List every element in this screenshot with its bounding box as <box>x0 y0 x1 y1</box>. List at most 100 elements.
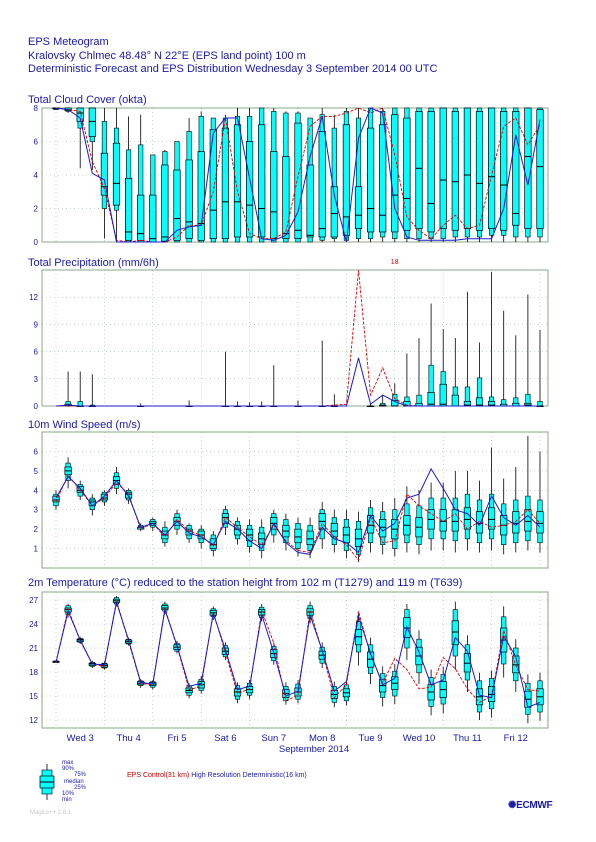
eps-box <box>415 338 423 407</box>
box-25-75 <box>330 186 338 238</box>
box-legend-label: 10% <box>62 791 75 798</box>
eps-box <box>451 470 459 553</box>
eps-box <box>500 310 508 407</box>
eps-box <box>318 108 326 242</box>
box-25-75 <box>209 129 217 239</box>
day-label: Mon 8 <box>309 733 335 744</box>
box-25-75 <box>451 110 459 231</box>
box-25-75 <box>124 491 133 499</box>
eps-box <box>475 107 484 242</box>
box-25-75 <box>88 107 96 137</box>
eps-box <box>379 395 387 407</box>
eps-box <box>379 666 387 707</box>
panel-1: 0 3 6 9 12 Total Precipitation (mm/6h) 18 <box>28 257 549 411</box>
eps-box <box>451 107 459 242</box>
box-25-75 <box>137 194 145 241</box>
eps-box <box>512 466 520 553</box>
box-25-75 <box>536 511 544 534</box>
location-line: Kralovsky Chlmec 48.48° N 22°E (EPS land… <box>28 49 306 62</box>
eps-box <box>415 630 423 684</box>
box-25-75 <box>488 107 496 229</box>
eps-box <box>88 494 96 516</box>
box-10-90 <box>355 117 362 239</box>
forecast-info-line: Deterministic Forecast and EPS Distribut… <box>28 63 438 75</box>
eps-box <box>379 108 387 242</box>
eps-box <box>427 107 435 242</box>
y-tick-label: 12 <box>29 716 38 725</box>
box-25-75 <box>76 107 84 122</box>
eps-box <box>270 365 278 407</box>
panel-frame <box>41 431 549 569</box>
eps-box <box>427 303 435 407</box>
eps-box <box>270 108 278 243</box>
box-25-75 <box>306 530 314 546</box>
box-25-75 <box>294 122 302 239</box>
eps-box <box>282 682 290 705</box>
eps-box <box>342 108 350 242</box>
eps-box <box>318 340 326 407</box>
eps-box <box>500 107 508 242</box>
eps-box <box>512 335 520 407</box>
eps-box <box>282 513 290 551</box>
box-25-75 <box>354 528 363 547</box>
box-25-75 <box>451 620 459 646</box>
eps-box <box>246 519 254 553</box>
box-legend-label: min <box>62 797 72 804</box>
box-25-75 <box>488 507 496 530</box>
eps-box <box>64 107 72 114</box>
eps-box <box>221 114 229 243</box>
eps-box <box>536 672 544 721</box>
y-tick-label: 1 <box>34 545 39 554</box>
eps-box <box>282 111 290 243</box>
eps-box <box>173 509 181 535</box>
box-25-75 <box>112 142 121 206</box>
day-label: Sat 6 <box>214 733 236 744</box>
eps-box <box>112 108 121 242</box>
eps-box <box>439 482 447 551</box>
box-25-75 <box>379 519 387 538</box>
eps-box <box>391 107 399 242</box>
box-10-90 <box>77 401 83 407</box>
eps-box <box>391 664 399 704</box>
box-25-75 <box>185 159 193 240</box>
box-25-75 <box>318 131 326 238</box>
eps-box <box>258 519 266 559</box>
day-label: Wed 10 <box>403 733 436 744</box>
day-label: Sun 7 <box>261 733 286 744</box>
box-25-75 <box>524 509 532 532</box>
eps-box <box>354 511 363 563</box>
annotation-label: 18 <box>391 259 399 266</box>
hres-line <box>55 107 541 243</box>
eps-box <box>524 294 532 407</box>
box-25-75 <box>475 110 484 231</box>
eps-box <box>258 107 266 243</box>
logo-text: ECMWF <box>516 800 553 811</box>
box-legend-label: 90% <box>62 766 75 773</box>
control-line <box>55 107 541 243</box>
box-25-75 <box>270 151 278 240</box>
eps-box <box>488 447 496 551</box>
panel-3: 12 15 18 21 24 27 2m Temperature (°C) reduced … <box>28 577 549 729</box>
box-25-75 <box>415 110 423 229</box>
box-25-75 <box>221 513 229 524</box>
eps-box <box>415 107 423 242</box>
eps-box <box>439 328 447 407</box>
eps-box <box>318 642 326 668</box>
box-25-75 <box>258 124 266 238</box>
month-label: September 2014 <box>279 744 349 755</box>
eps-box <box>451 338 459 407</box>
box-25-75 <box>76 486 84 493</box>
eps-box <box>52 490 60 510</box>
box-25-75 <box>221 127 229 240</box>
eps-box <box>391 383 399 407</box>
control-legend-label: EPS Control(31 km) <box>127 772 190 779</box>
eps-box <box>524 435 532 551</box>
eps-box <box>64 457 72 489</box>
eps-box <box>354 108 363 242</box>
header: EPS Meteogram Kralovsky Chlmec 48.48° N … <box>28 36 437 77</box>
day-label: Thu 11 <box>453 733 482 744</box>
eps-box <box>124 116 133 243</box>
eps-box <box>536 107 544 242</box>
y-tick-label: 5 <box>34 467 39 476</box>
